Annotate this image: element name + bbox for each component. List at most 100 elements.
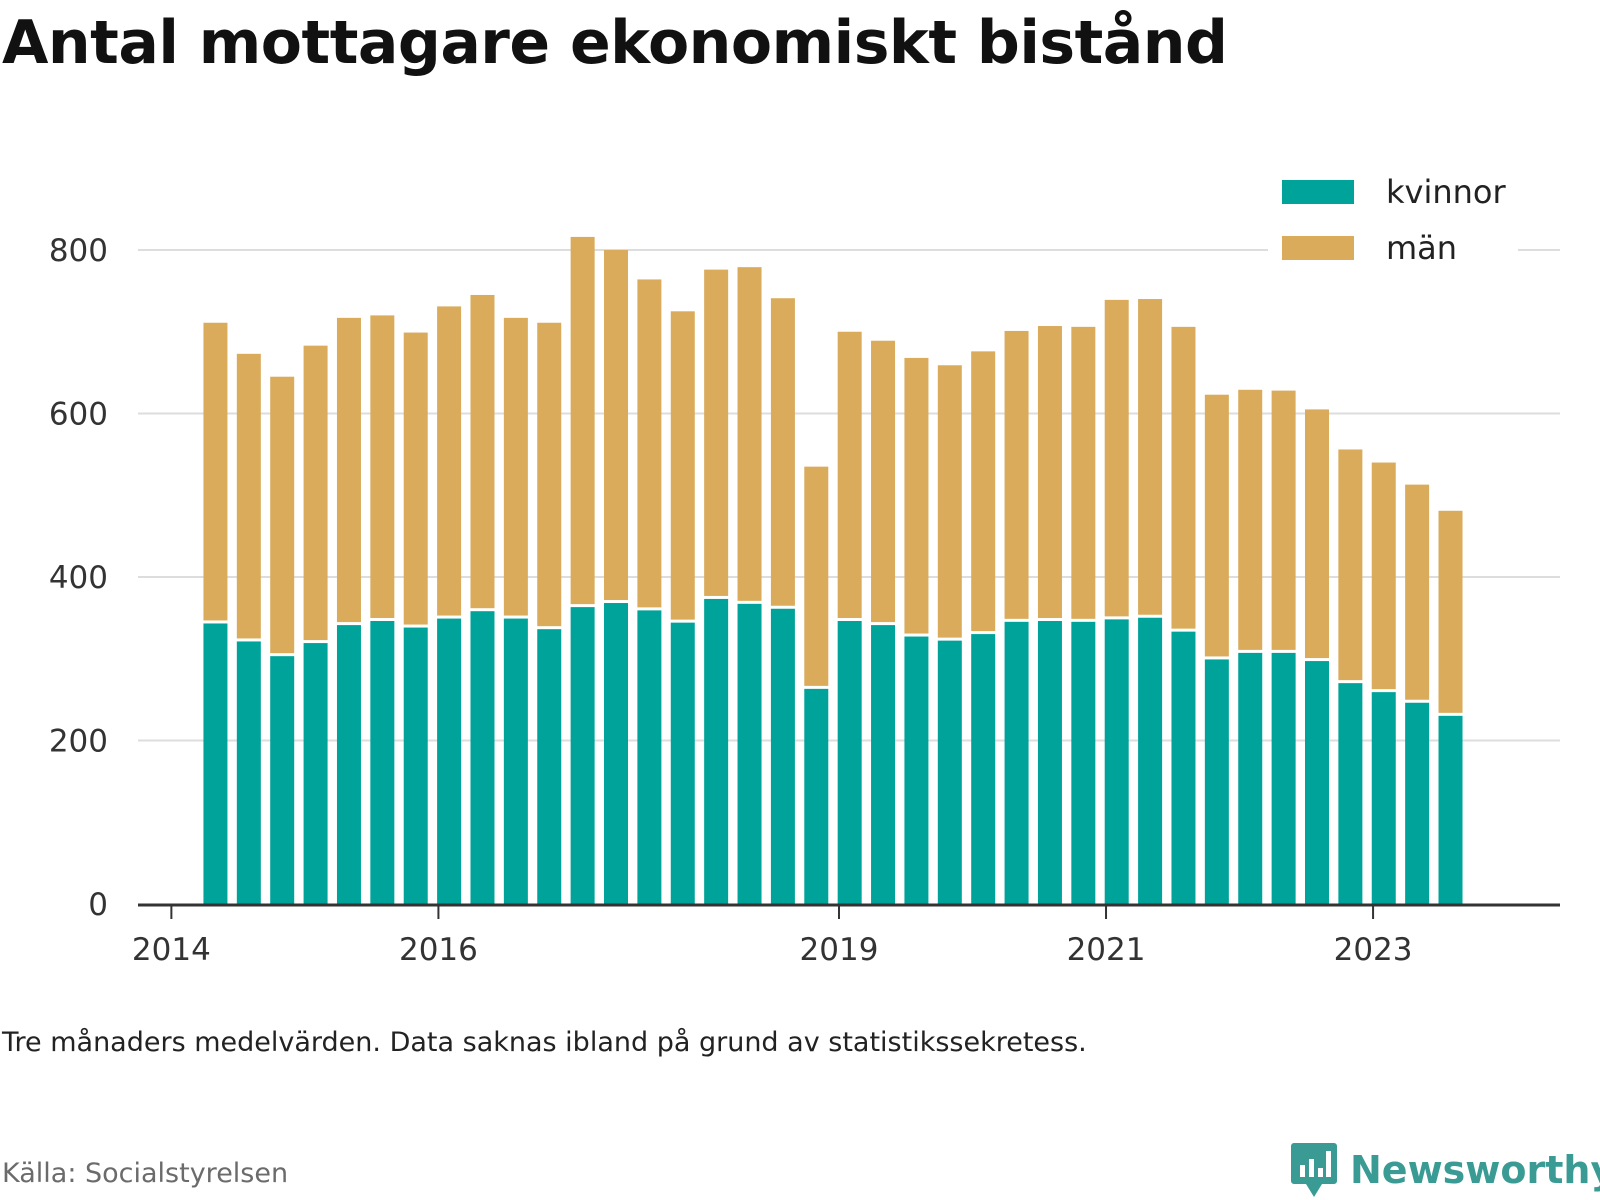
bar-kvinnor[interactable]	[904, 636, 929, 904]
bar-man[interactable]	[971, 351, 996, 632]
x-tick-label: 2019	[800, 932, 879, 968]
bar-man[interactable]	[637, 279, 662, 608]
y-tick-label: 0	[88, 887, 108, 923]
bar-kvinnor[interactable]	[1138, 617, 1163, 904]
bar-man[interactable]	[336, 317, 361, 623]
bar-kvinnor[interactable]	[1004, 621, 1029, 904]
chart-note: Tre månaders medelvärden. Data saknas ib…	[2, 1027, 1087, 1058]
bar-kvinnor[interactable]	[1438, 715, 1463, 904]
bar-man[interactable]	[437, 306, 462, 616]
x-axis-labels: 2014 2016 2019 2021 2023	[132, 932, 1413, 968]
bar-kvinnor[interactable]	[370, 621, 395, 904]
bar-kvinnor[interactable]	[203, 623, 228, 904]
y-tick-label: 600	[49, 397, 108, 433]
bar-kvinnor[interactable]	[937, 640, 962, 904]
bar-man[interactable]	[1304, 409, 1329, 659]
bar-kvinnor[interactable]	[770, 608, 795, 904]
bar-kvinnor[interactable]	[570, 607, 595, 904]
bar-man[interactable]	[403, 332, 428, 625]
legend-swatch	[1282, 236, 1354, 260]
bar-kvinnor[interactable]	[1204, 659, 1229, 904]
y-tick-label: 400	[49, 560, 108, 596]
bar-kvinnor[interactable]	[1171, 631, 1196, 904]
bar-kvinnor[interactable]	[1071, 621, 1096, 904]
x-tick-label: 2014	[132, 932, 211, 968]
bar-man[interactable]	[670, 311, 695, 620]
bar-man[interactable]	[1004, 330, 1029, 619]
x-tick-label: 2016	[399, 932, 478, 968]
y-tick-label: 800	[49, 233, 108, 269]
bar-kvinnor[interactable]	[303, 643, 328, 904]
bar-man[interactable]	[470, 294, 495, 609]
bar-man[interactable]	[804, 466, 829, 686]
bar-man[interactable]	[1338, 449, 1363, 681]
bar-kvinnor[interactable]	[871, 625, 896, 904]
bar-kvinnor[interactable]	[804, 688, 829, 904]
bar-man[interactable]	[837, 331, 862, 619]
newsworthy-logo-icon	[1291, 1143, 1337, 1197]
bar-kvinnor[interactable]	[1037, 621, 1062, 904]
bar-man[interactable]	[604, 250, 629, 601]
x-axis	[138, 903, 1560, 919]
bar-man[interactable]	[236, 353, 261, 639]
bar-man[interactable]	[1204, 394, 1229, 657]
bar-man[interactable]	[904, 357, 929, 634]
y-axis-labels: 0 200 400 600 800	[49, 233, 108, 923]
bar-man[interactable]	[937, 365, 962, 638]
bar-man[interactable]	[503, 317, 528, 616]
bar-kvinnor[interactable]	[503, 618, 528, 904]
bar-kvinnor[interactable]	[537, 629, 562, 904]
bar-man[interactable]	[737, 267, 762, 601]
bars	[203, 236, 1463, 904]
bar-kvinnor[interactable]	[270, 656, 295, 904]
bar-kvinnor[interactable]	[971, 634, 996, 904]
bar-kvinnor[interactable]	[403, 627, 428, 904]
bar-man[interactable]	[203, 322, 228, 621]
bar-man[interactable]	[1104, 299, 1129, 617]
bar-kvinnor[interactable]	[604, 603, 629, 904]
bar-kvinnor[interactable]	[1405, 702, 1430, 904]
bar-man[interactable]	[1071, 326, 1096, 619]
bar-man[interactable]	[370, 315, 395, 619]
bar-man[interactable]	[270, 376, 295, 654]
bar-man[interactable]	[1037, 326, 1062, 619]
chart-title: Antal mottagare ekonomiskt bistånd	[2, 8, 1228, 78]
legend-label: kvinnor	[1386, 173, 1507, 211]
bar-man[interactable]	[1371, 462, 1396, 690]
bar-man[interactable]	[1171, 326, 1196, 629]
bar-man[interactable]	[570, 236, 595, 605]
bar-kvinnor[interactable]	[437, 618, 462, 904]
bar-kvinnor[interactable]	[236, 641, 261, 904]
bar-man[interactable]	[1238, 389, 1263, 650]
bar-man[interactable]	[871, 340, 896, 623]
bar-kvinnor[interactable]	[1371, 692, 1396, 904]
bar-kvinnor[interactable]	[1271, 652, 1296, 904]
legend: kvinnor män	[1268, 173, 1518, 276]
bar-kvinnor[interactable]	[704, 598, 729, 904]
bar-kvinnor[interactable]	[1104, 619, 1129, 904]
y-tick-label: 200	[49, 724, 108, 760]
bar-man[interactable]	[1405, 484, 1430, 700]
bar-kvinnor[interactable]	[670, 622, 695, 904]
bar-man[interactable]	[1271, 390, 1296, 650]
legend-label: män	[1386, 229, 1457, 267]
bar-man[interactable]	[1138, 299, 1163, 615]
brand-logo[interactable]: Newsworthy	[1290, 1140, 1600, 1200]
bar-kvinnor[interactable]	[637, 610, 662, 904]
bar-man[interactable]	[770, 298, 795, 606]
bar-kvinnor[interactable]	[336, 625, 361, 904]
bar-kvinnor[interactable]	[1238, 652, 1263, 904]
bar-kvinnor[interactable]	[837, 621, 862, 904]
x-tick-label: 2023	[1334, 932, 1413, 968]
bar-kvinnor[interactable]	[1304, 661, 1329, 904]
bar-kvinnor[interactable]	[470, 611, 495, 904]
bar-man[interactable]	[537, 322, 562, 627]
bar-man[interactable]	[303, 345, 328, 641]
bar-man[interactable]	[704, 269, 729, 596]
brand-name: Newsworthy	[1350, 1148, 1600, 1192]
bar-kvinnor[interactable]	[1338, 683, 1363, 904]
bar-kvinnor[interactable]	[737, 603, 762, 904]
bar-man[interactable]	[1438, 510, 1463, 713]
stacked-bar-chart: 0 200 400 600 800 2014 2016 2019 2021 2023 kvinn…	[49, 173, 1560, 968]
legend-swatch	[1282, 180, 1354, 204]
